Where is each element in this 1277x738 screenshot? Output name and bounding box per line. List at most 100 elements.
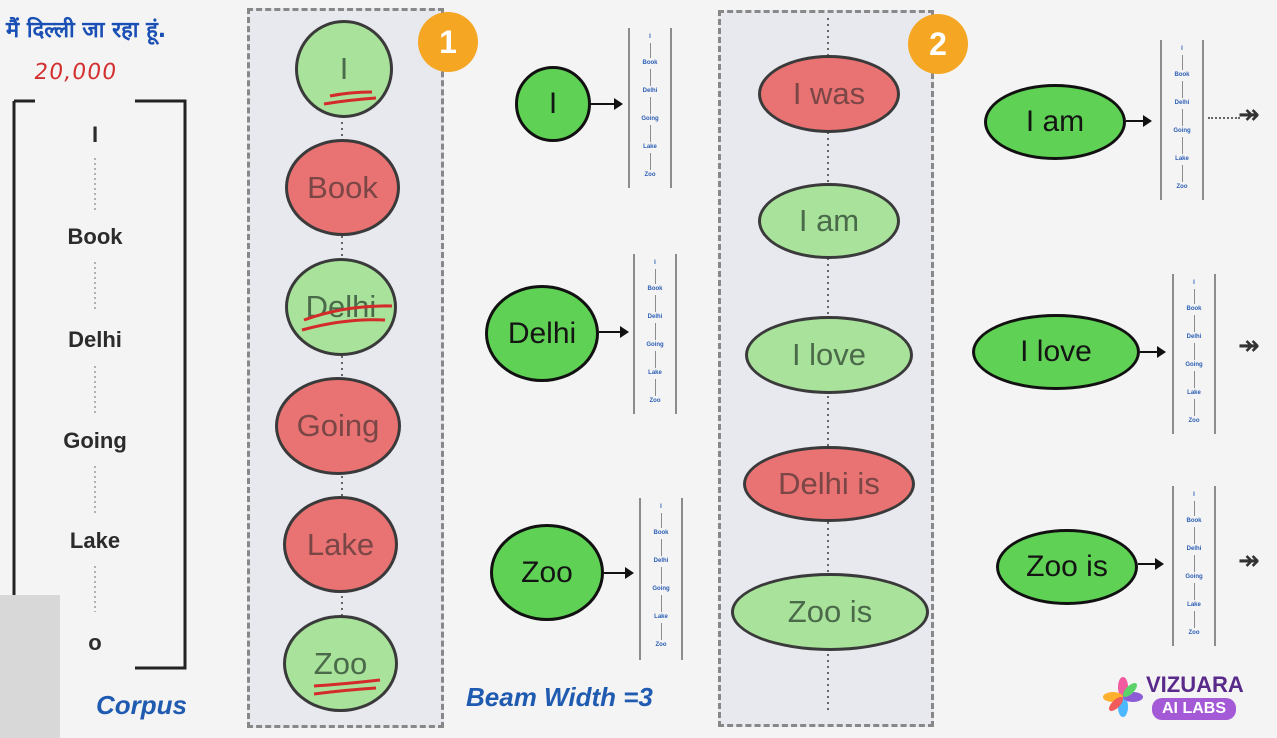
step2-node-zoo-is: Zoo is xyxy=(731,573,929,651)
mini-vocab-connector xyxy=(655,295,656,312)
mini-vocab-item: Zoo xyxy=(1176,184,1188,190)
mini-vocab-item: Lake xyxy=(1175,156,1189,162)
mini-vocab-item: Zoo xyxy=(644,172,656,178)
selected-node-zoo-is: Zoo is xyxy=(996,529,1138,605)
step1-badge: 1 xyxy=(418,12,478,72)
mini-vocab-connector xyxy=(1194,527,1195,544)
mini-vocab-item: Book xyxy=(647,286,663,292)
mini-vocab-connector xyxy=(1182,109,1183,126)
step1-node-zoo: Zoo xyxy=(283,615,398,712)
mini-vocab: I Book Delhi Going Lake Zoo xyxy=(1172,274,1216,434)
vocab-item: Delhi xyxy=(68,327,122,352)
continuation-line xyxy=(1208,117,1240,119)
mini-vocab-connector xyxy=(661,513,662,528)
step2-badge: 2 xyxy=(908,14,968,74)
step2-node-i-love: I love xyxy=(745,316,913,394)
mini-vocab-connector xyxy=(650,97,651,114)
mini-vocab-connector xyxy=(1194,315,1195,332)
arrow-icon xyxy=(1140,346,1166,358)
mini-vocab-item: I xyxy=(1181,46,1183,52)
selected-node-i-am: I am xyxy=(984,84,1126,160)
step1-node-going: Going xyxy=(275,377,401,475)
step1-box xyxy=(247,8,444,728)
mini-vocab-item: Lake xyxy=(643,144,657,150)
mini-vocab-item: Going xyxy=(652,586,670,592)
mini-vocab-connector xyxy=(1182,165,1183,182)
mini-vocab-connector xyxy=(655,323,656,340)
step1-node-lake: Lake xyxy=(283,496,398,593)
mini-vocab-item: Delhi xyxy=(1174,100,1190,106)
mini-vocab-item: I xyxy=(660,504,662,510)
mini-vocab-item: Delhi xyxy=(647,314,663,320)
double-arrow-icon: ↠ xyxy=(1238,99,1260,129)
mini-vocab-item: Going xyxy=(1185,574,1203,580)
mini-vocab-connector xyxy=(1194,371,1195,388)
mini-vocab-connector xyxy=(1194,399,1195,416)
step1-node-i: I xyxy=(295,20,393,118)
vocab-item: Going xyxy=(63,428,127,453)
mini-vocab-item: Going xyxy=(1173,128,1191,134)
mini-vocab-item: I xyxy=(1193,492,1195,498)
selected-node-delhi: Delhi xyxy=(485,285,599,382)
arrow-icon xyxy=(604,567,634,579)
mini-vocab-item: Lake xyxy=(1187,602,1201,608)
mini-vocab: I Book Delhi Going Lake Zoo xyxy=(1160,40,1204,200)
vocab-item: I xyxy=(91,122,99,147)
mini-vocab-item: Book xyxy=(653,530,669,536)
selected-node-zoo: Zoo xyxy=(490,524,604,621)
mini-vocab-connector xyxy=(650,153,651,170)
arrow-icon xyxy=(591,98,623,110)
mini-vocab-item: Lake xyxy=(654,614,668,620)
hindi-sentence: मैं दिल्ली जा रहा हूं. xyxy=(6,18,167,43)
logo-sub: AI LABS xyxy=(1152,698,1236,720)
mini-vocab-item: Going xyxy=(646,342,664,348)
mini-vocab: I Book Delhi Going Lake Zoo xyxy=(639,498,683,660)
mini-vocab-connector xyxy=(1194,289,1195,304)
step1-node-book: Book xyxy=(285,139,400,236)
mini-vocab-item: Zoo xyxy=(649,398,661,404)
mini-vocab-item: Zoo xyxy=(1188,630,1200,636)
mini-vocab-connector xyxy=(1194,555,1195,572)
mini-vocab-item: Book xyxy=(642,60,658,66)
video-overlay xyxy=(0,595,60,738)
mini-vocab-item: I xyxy=(654,260,656,266)
arrow-icon xyxy=(599,326,629,338)
mini-vocab-connector xyxy=(661,595,662,612)
double-arrow-icon: ↠ xyxy=(1238,330,1260,360)
mini-vocab-item: Going xyxy=(1185,362,1203,368)
mini-vocab-connector xyxy=(1194,583,1195,600)
step1-node-delhi: Delhi xyxy=(285,258,397,356)
corpus-label: Corpus xyxy=(96,690,187,720)
mini-vocab-item: I xyxy=(1193,280,1195,286)
mini-vocab-connector xyxy=(650,125,651,142)
mini-vocab-connector xyxy=(661,623,662,640)
vocab-item: Book xyxy=(67,224,123,249)
mini-vocab-connector xyxy=(1182,55,1183,70)
vocab-bracket xyxy=(12,99,187,670)
mini-vocab-item: Lake xyxy=(648,370,662,376)
mini-vocab-item: Delhi xyxy=(1186,334,1202,340)
mini-vocab-item: Zoo xyxy=(655,642,667,648)
double-arrow-icon: ↠ xyxy=(1238,545,1260,575)
mini-vocab-item: Lake xyxy=(1187,390,1201,396)
mini-vocab-connector xyxy=(1182,137,1183,154)
mini-vocab-connector xyxy=(655,351,656,368)
step2-node-i-was: I was xyxy=(758,55,900,133)
mini-vocab-item: Book xyxy=(1174,72,1190,78)
mini-vocab-item: Delhi xyxy=(653,558,669,564)
step2-node-i-am: I am xyxy=(758,183,900,259)
mini-vocab-item: Zoo xyxy=(1188,418,1200,424)
mini-vocab-item: Delhi xyxy=(1186,546,1202,552)
logo-name: VIZUARA xyxy=(1146,672,1244,697)
mini-vocab: I Book Delhi Going Lake Zoo xyxy=(628,28,672,188)
vocab-item: Lake xyxy=(69,528,121,553)
mini-vocab-item: Delhi xyxy=(642,88,658,94)
beam-width-label: Beam Width =3 xyxy=(466,682,653,712)
arrow-icon xyxy=(1126,115,1152,127)
mini-vocab-connector xyxy=(1194,611,1195,628)
mini-vocab-connector xyxy=(650,43,651,58)
selected-node-i: I xyxy=(515,66,591,142)
mini-vocab-connector xyxy=(1194,501,1195,516)
mini-vocab-connector xyxy=(661,539,662,556)
selected-node-i-love: I love xyxy=(972,314,1140,390)
